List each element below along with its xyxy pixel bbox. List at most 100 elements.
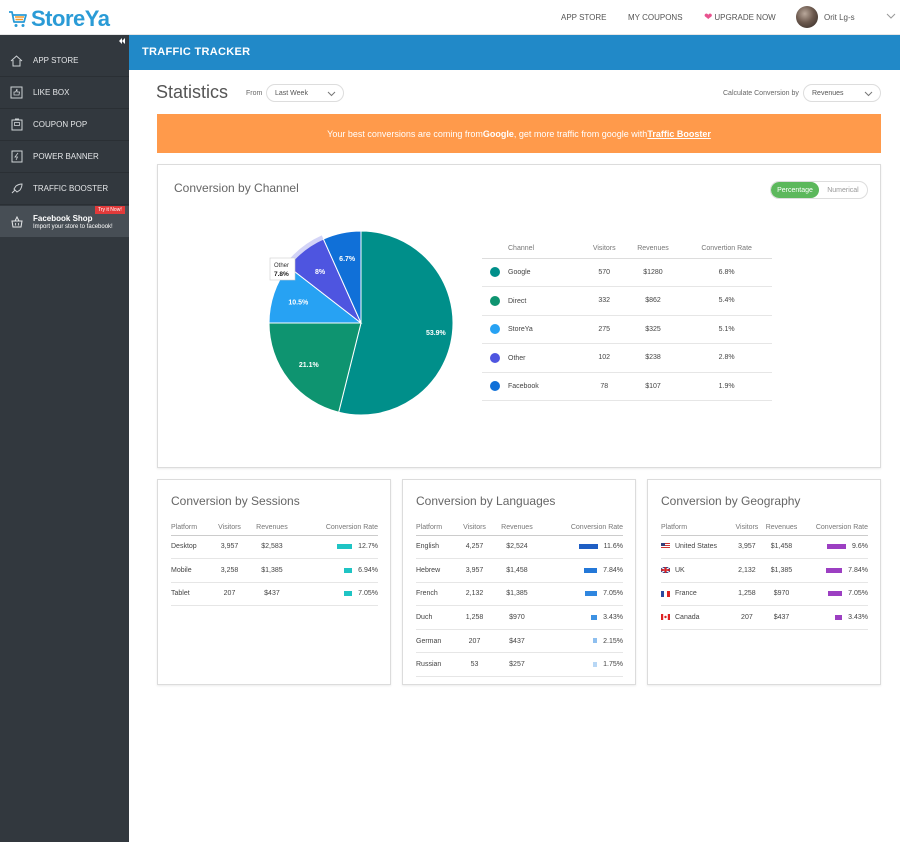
rate-bar (826, 567, 843, 573)
pie-label: 53.9% (426, 330, 447, 337)
platform-name: Desktop (171, 543, 197, 551)
visitors-cell: 570 (583, 258, 625, 287)
platform-name: France (675, 590, 697, 598)
top-bar: StoreYa APP STORE MY COUPONS ❤ UPGRADE N… (0, 0, 900, 35)
banner-text-mid: , get more traffic from google with (513, 128, 648, 139)
platform-cell: Duch (416, 605, 457, 630)
platform-name: United States (675, 543, 718, 551)
rate-bar (593, 661, 598, 667)
percentage-option[interactable]: Percentage (771, 182, 819, 198)
uk-flag-icon (661, 567, 670, 574)
rate-bar (827, 543, 847, 549)
revenues-cell: $970 (761, 582, 802, 607)
rate-bar (584, 567, 598, 573)
rate-cell: 11.6% (541, 535, 623, 560)
pie-tooltip: Other 7.8% (269, 257, 296, 281)
chevron-down-icon[interactable] (886, 11, 896, 21)
tooltip-name: Other (274, 263, 289, 269)
sidebar: APP STORE LIKE BOX COUPON POP POWER BANN… (0, 35, 129, 842)
sidebar-item-coupon-pop[interactable]: COUPON POP (0, 109, 129, 141)
platform-cell: Desktop (171, 535, 212, 560)
platform-name: English (416, 543, 439, 551)
channel-cell: Facebook (482, 372, 584, 401)
table-row: English 4,257 $2,524 11.6% (416, 535, 623, 560)
storeya-logo[interactable]: StoreYa (8, 6, 110, 32)
platform-cell: Mobile (171, 558, 212, 583)
visitors-cell: 3,258 (211, 558, 248, 583)
rate-bar (591, 614, 598, 620)
revenues-cell: $437 (247, 582, 297, 607)
sidebar-item-traffic-booster[interactable]: TRAFFIC BOOSTER (0, 173, 129, 205)
pie-slice-facebook[interactable] (322, 230, 362, 324)
sidebar-item-app-store[interactable]: APP STORE (0, 45, 129, 77)
calc-conversion-select[interactable]: Revenues (803, 84, 881, 102)
sidebar-item-label: LIKE BOX (33, 88, 70, 97)
table-header-row: Platform Visitors Revenues Conversion Ra… (661, 520, 868, 536)
user-name: Orit Lg-s (824, 12, 855, 22)
revenues-cell: $437 (492, 629, 542, 654)
table-row: StoreYa 275 $325 5.1% (482, 315, 772, 344)
visitors-cell: 1,258 (456, 605, 493, 630)
visitors-cell: 3,957 (732, 535, 762, 560)
facebook-shop-title: Facebook Shop (33, 213, 93, 223)
chevron-down-icon (864, 91, 873, 97)
nav-my-coupons[interactable]: MY COUPONS (628, 13, 683, 22)
col-platform: Platform (661, 520, 733, 536)
col-revenues: Revenues (492, 520, 542, 536)
pie-slice-google[interactable] (338, 230, 454, 416)
revenues-cell: $1,385 (247, 558, 297, 583)
rate-cell: 2.8% (681, 343, 772, 373)
period-select[interactable]: Last Week (266, 84, 344, 102)
sidebar-item-like-box[interactable]: LIKE BOX (0, 77, 129, 109)
platform-cell: French (416, 582, 457, 607)
brand-name: StoreYa (31, 6, 110, 31)
legend-dot (490, 324, 500, 335)
table-header-row: Platform Visitors Revenues Conversion Ra… (171, 520, 378, 536)
rate-cell: 7.84% (541, 558, 623, 583)
user-menu[interactable]: Orit Lg-s (796, 6, 855, 28)
channel-table: Channel Visitors Revenues Convertion Rat… (482, 240, 772, 401)
platform-cell: Tablet (171, 582, 212, 607)
percentage-numerical-toggle[interactable]: Percentage Numerical (770, 181, 868, 199)
rate-value: 3.43% (603, 614, 623, 622)
try-it-badge[interactable]: Try it Now! (95, 206, 125, 214)
collapse-icon[interactable] (118, 37, 126, 45)
sidebar-item-power-banner[interactable]: POWER BANNER (0, 141, 129, 173)
tooltip-box (269, 257, 296, 281)
house-icon (10, 54, 23, 66)
period-value: Last Week (275, 89, 308, 97)
channel-cell: Google (482, 258, 584, 287)
rate-cell: 5.1% (681, 315, 772, 344)
pie-label: 6.7% (339, 256, 356, 263)
numerical-option[interactable]: Numerical (827, 186, 859, 194)
facebook-shop-subtitle: Import your store to facebook! (33, 223, 113, 230)
rate-cell: 5.4% (681, 286, 772, 316)
col-visitors: Visitors (211, 520, 248, 536)
col-visitors: Visitors (732, 520, 762, 536)
languages-card-title: Conversion by Languages (416, 494, 556, 508)
pie-label: 10.5% (288, 300, 309, 307)
platform-cell: English (416, 535, 457, 560)
visitors-cell: 3,957 (456, 558, 493, 583)
rate-cell: 2.15% (541, 629, 623, 654)
channel-name: Facebook (508, 383, 539, 391)
conversion-by-channel-card: Conversion by Channel Percentage Numeric… (157, 164, 881, 468)
nav-upgrade-now[interactable]: ❤ UPGRADE NOW (704, 0, 776, 35)
geography-table: Platform Visitors Revenues Conversion Ra… (661, 520, 868, 630)
rate-cell: 3.43% (801, 605, 868, 630)
rate-value: 7.05% (358, 590, 378, 598)
nav-app-store[interactable]: APP STORE (561, 13, 607, 22)
banner-source: Google (482, 128, 514, 139)
table-row: Desktop 3,957 $2,583 12.7% (171, 535, 378, 560)
table-header-row: Channel Visitors Revenues Convertion Rat… (482, 240, 772, 259)
upgrade-label: UPGRADE NOW (714, 13, 776, 22)
channel-cell: Direct (482, 286, 584, 316)
table-header-row: Platform Visitors Revenues Conversion Ra… (416, 520, 623, 536)
rate-bar (344, 591, 353, 597)
traffic-booster-link[interactable]: Traffic Booster (647, 128, 711, 139)
table-row: Mobile 3,258 $1,385 6.94% (171, 558, 378, 583)
pie-slice-direct[interactable] (268, 322, 362, 413)
legend-dot (490, 267, 500, 278)
revenues-cell: $325 (624, 315, 682, 344)
visitors-cell: 3,957 (211, 535, 248, 560)
